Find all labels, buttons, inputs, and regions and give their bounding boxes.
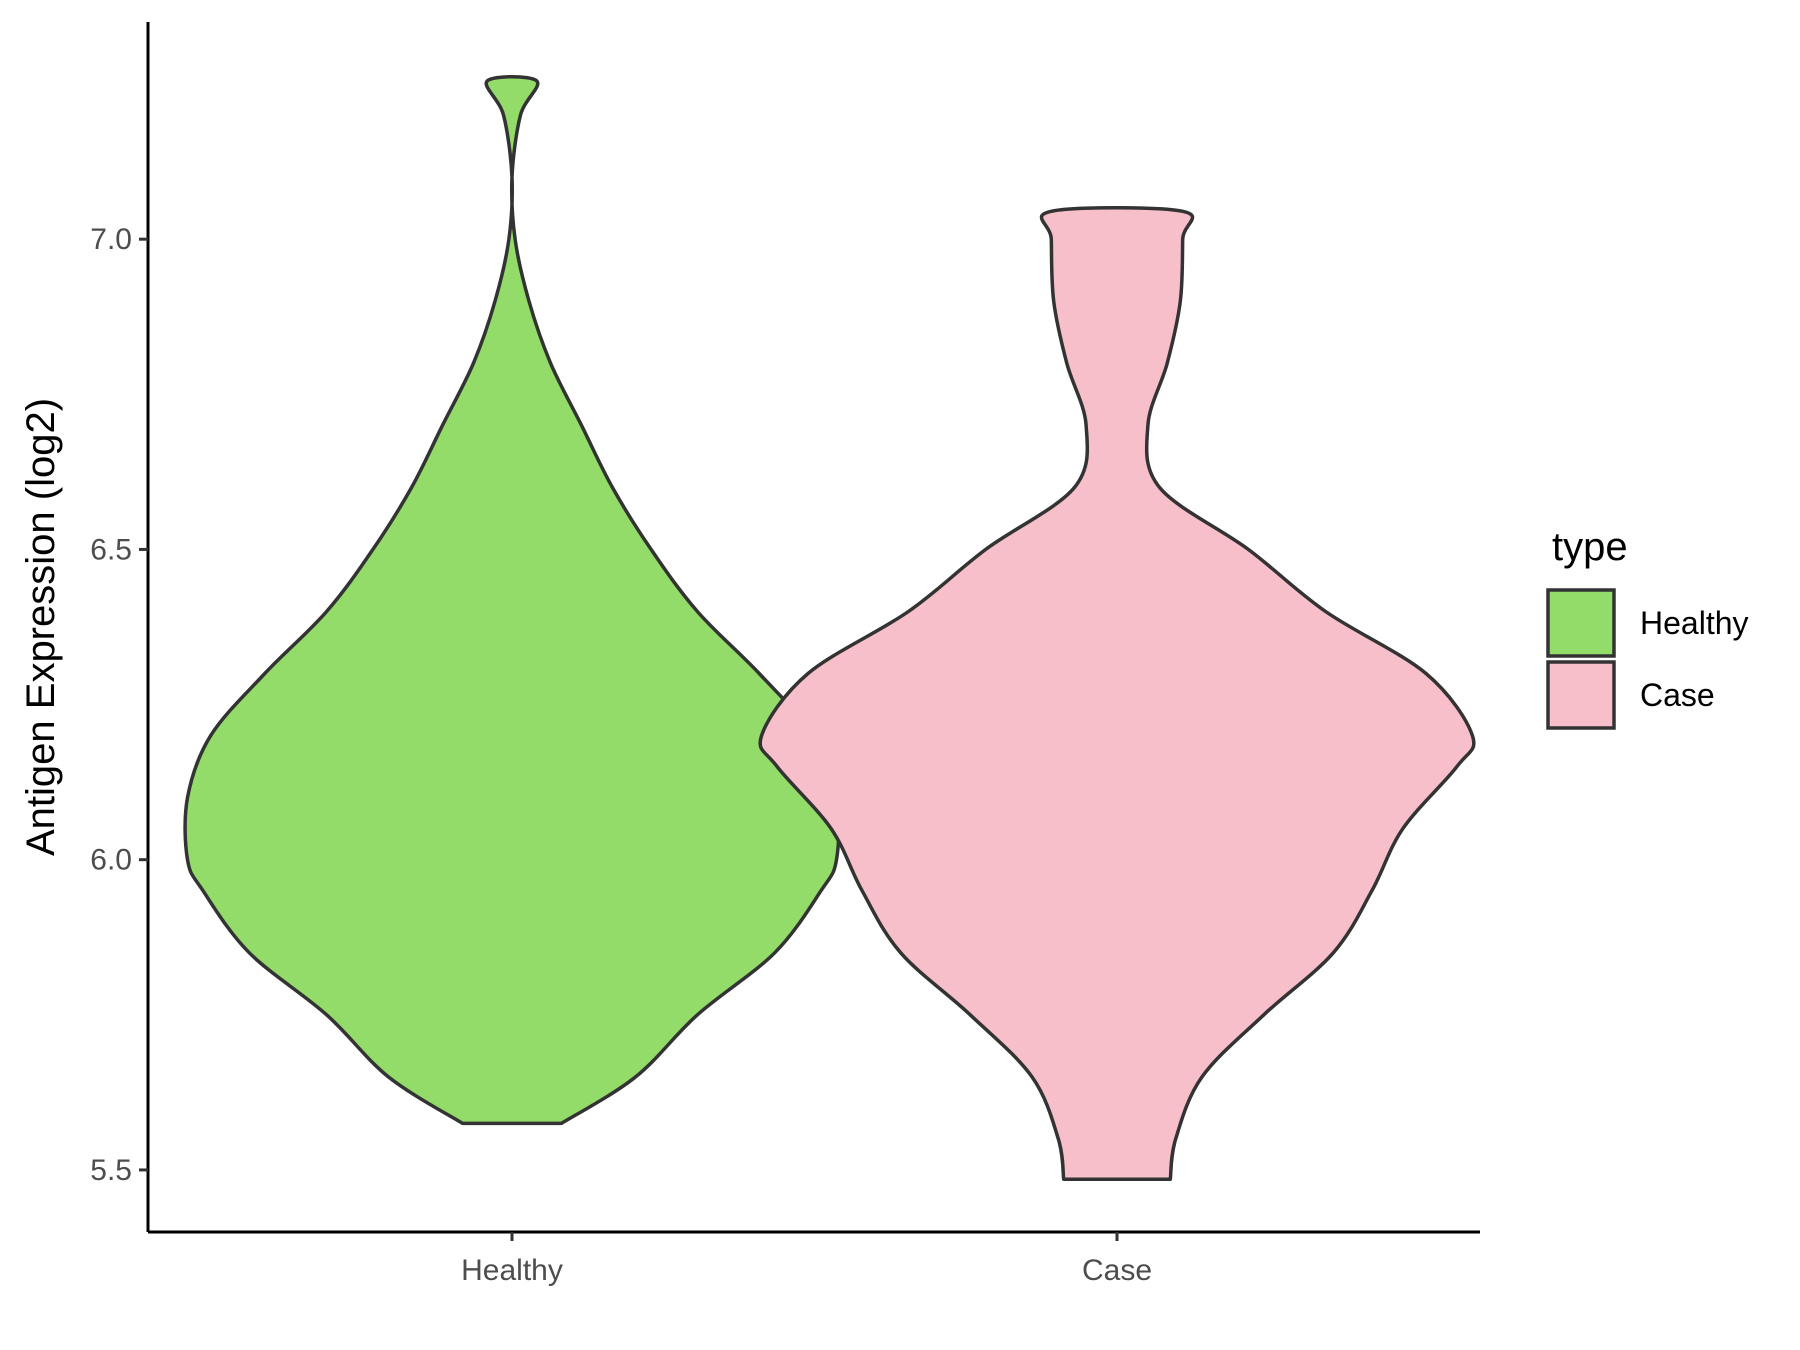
axes-layer (146, 22, 1480, 1234)
x-tick-label-healthy: Healthy (461, 1254, 563, 1287)
violin-case (758, 206, 1476, 1182)
legend-label-case: Case (1640, 677, 1715, 713)
x-tick-label-case: Case (1082, 1254, 1152, 1287)
legend-label-healthy: Healthy (1640, 605, 1749, 641)
legend-key-healthy (1546, 588, 1616, 658)
legend-key-case (1546, 660, 1616, 730)
y-tick-label: 6.5 (90, 533, 132, 566)
violin-healthy (183, 74, 841, 1126)
y-tick-label: 7.0 (90, 223, 132, 256)
y-axis-title: Antigen Expression (log2) (19, 398, 63, 856)
legend: type Healthy Case (1546, 525, 1749, 730)
legend-title: type (1552, 525, 1628, 569)
y-tick-label: 6.0 (90, 844, 132, 877)
x-ticks: Healthy Case (461, 1232, 1152, 1287)
violins-layer (183, 74, 1476, 1182)
y-tick-label: 5.5 (90, 1154, 132, 1187)
y-ticks: 5.5 6.0 6.5 7.0 (90, 223, 148, 1187)
